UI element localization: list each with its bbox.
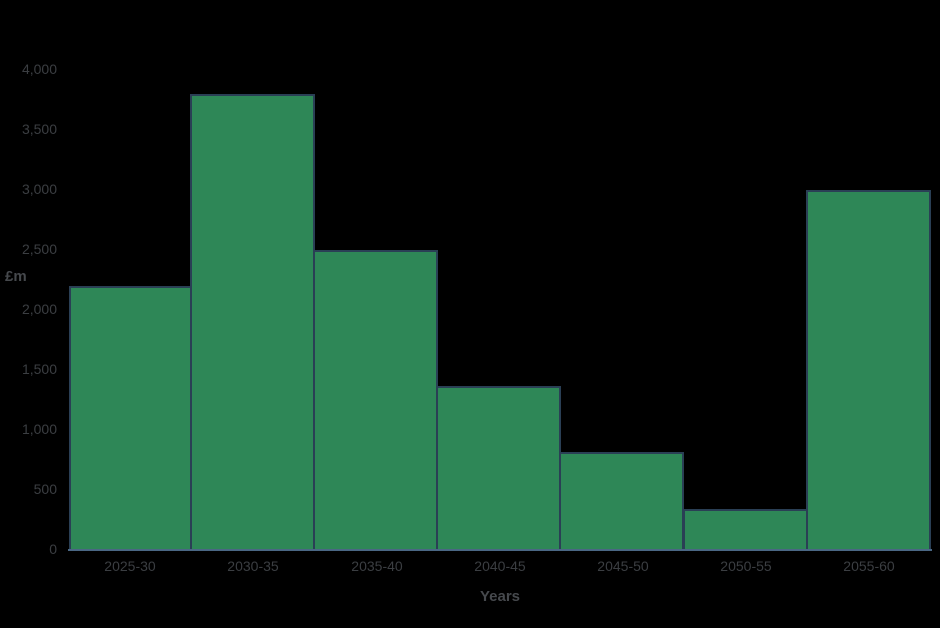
- x-tick-label: 2025-30: [104, 558, 156, 574]
- bar-2045-50: [559, 452, 684, 550]
- y-tick-label: 1,000: [21, 421, 57, 437]
- bar-2030-35: [190, 94, 315, 550]
- bar-2050-55: [683, 509, 808, 550]
- x-tick-label: 2045-50: [597, 558, 649, 574]
- x-tick-label: 2050-55: [720, 558, 772, 574]
- bar-2055-60: [806, 190, 931, 550]
- x-tick-label: 2040-45: [474, 558, 526, 574]
- x-tick-label: 2035-40: [351, 558, 403, 574]
- y-tick-label: 2,500: [21, 241, 57, 257]
- bar-2025-30: [69, 286, 192, 550]
- bar-2035-40: [313, 250, 438, 550]
- x-tick-label: 2030-35: [227, 558, 279, 574]
- y-tick-label: 4,000: [21, 61, 57, 77]
- y-tick-label: 0: [49, 541, 57, 557]
- x-axis-line: [68, 549, 932, 551]
- y-tick-label: 1,500: [21, 361, 57, 377]
- y-tick-label: 3,500: [21, 121, 57, 137]
- y-tick-label: 2,000: [21, 301, 57, 317]
- x-tick-label: 2055-60: [843, 558, 895, 574]
- x-axis-title: Years: [479, 588, 521, 605]
- y-tick-label: 3,000: [21, 181, 57, 197]
- y-axis-title: £m: [5, 268, 27, 285]
- y-tick-label: 500: [33, 481, 57, 497]
- bar-2040-45: [436, 386, 561, 550]
